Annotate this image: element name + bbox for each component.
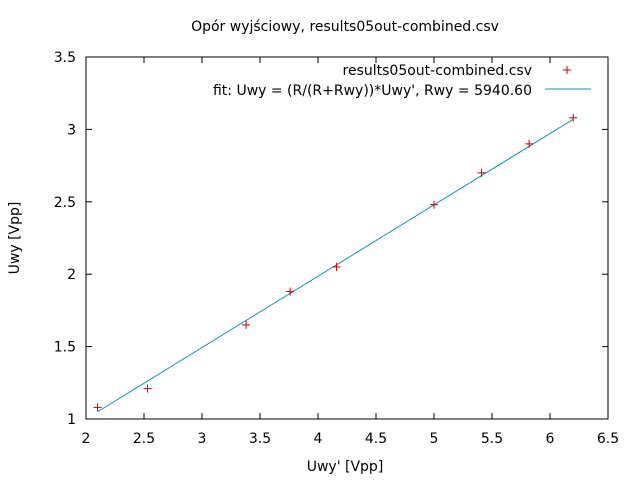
data-series xyxy=(93,113,578,412)
legend-label-points: results05out-combined.csv xyxy=(343,63,532,79)
x-tick-label: 3.5 xyxy=(249,431,271,447)
data-point xyxy=(430,200,438,209)
x-axis: 2 2.5 3 3.5 4 4.5 5 5.5 6 6.5 xyxy=(82,57,619,447)
plot-area xyxy=(85,56,609,420)
y-axis: 1 1.5 2 2.5 3 3.5 xyxy=(54,50,608,428)
y-tick-label: 3 xyxy=(67,122,76,138)
x-tick-label: 2 xyxy=(82,431,91,447)
x-tick-label: 6.5 xyxy=(597,431,619,447)
x-axis-title: Uwy' [Vpp] xyxy=(307,459,384,475)
data-point xyxy=(332,262,341,271)
x-tick-label: 5 xyxy=(430,431,439,447)
data-point xyxy=(143,384,152,393)
y-tick-label: 1 xyxy=(67,412,76,428)
y-tick-label: 2 xyxy=(67,267,76,283)
data-point xyxy=(569,113,578,122)
y-tick-label: 3.5 xyxy=(54,50,76,66)
legend: results05out-combined.csv fit: Uwy = (R/… xyxy=(213,63,591,99)
x-tick-label: 2.5 xyxy=(133,431,155,447)
x-tick-label: 4 xyxy=(314,431,323,447)
x-tick-label: 3 xyxy=(198,431,207,447)
legend-marker-points xyxy=(563,66,571,74)
y-tick-label: 2.5 xyxy=(54,195,76,211)
legend-label-fit: fit: Uwy = (R/(R+Rwy))*Uwy', Rwy = 5940.… xyxy=(213,83,532,99)
legend-point-glyph xyxy=(563,66,571,74)
data-point xyxy=(286,287,295,296)
y-axis-title: Uwy [Vpp] xyxy=(7,202,23,275)
data-point xyxy=(477,168,486,177)
data-point xyxy=(93,403,102,412)
y-tick-label: 1.5 xyxy=(54,340,76,356)
data-point xyxy=(525,139,534,148)
x-tick-label: 6 xyxy=(546,431,555,447)
x-tick-label: 5.5 xyxy=(481,431,503,447)
fit-series xyxy=(97,118,574,413)
chart-title: Opór wyjściowy, results05out-combined.cs… xyxy=(191,19,499,35)
data-point xyxy=(242,320,251,329)
fit-line xyxy=(97,118,574,413)
plot-frame xyxy=(85,56,609,420)
x-tick-label: 4.5 xyxy=(365,431,387,447)
